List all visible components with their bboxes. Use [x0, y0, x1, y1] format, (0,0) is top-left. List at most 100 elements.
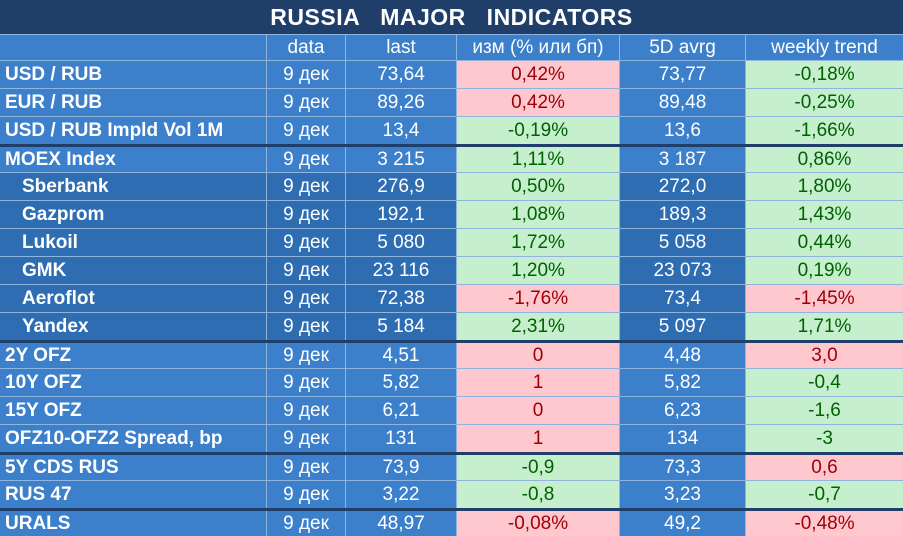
row-date: 9 дек	[267, 425, 346, 452]
row-last: 73,9	[346, 455, 457, 480]
row-weekly-trend: -0,18%	[746, 61, 903, 88]
row-change: -0,19%	[457, 117, 620, 144]
table-title: RUSSIA MAJOR INDICATORS	[0, 0, 903, 34]
table-body: USD / RUB 9 дек 73,64 0,42% 73,77 -0,18% EUR /…	[0, 60, 903, 536]
row-date: 9 дек	[267, 343, 346, 368]
row-name: USD / RUB	[0, 61, 267, 88]
table-row: MOEX Index 9 дек 3 215 1,11% 3 187 0,86%	[0, 144, 903, 172]
row-last: 89,26	[346, 89, 457, 116]
row-date: 9 дек	[267, 89, 346, 116]
table-row: 5Y CDS RUS 9 дек 73,9 -0,9 73,3 0,6	[0, 452, 903, 480]
table-row: 15Y OFZ 9 дек 6,21 0 6,23 -1,6	[0, 396, 903, 424]
row-date: 9 дек	[267, 285, 346, 312]
row-name: 2Y OFZ	[0, 343, 267, 368]
row-5d-avg: 73,4	[620, 285, 746, 312]
row-name: Gazprom	[0, 201, 267, 228]
table-row: 10Y OFZ 9 дек 5,82 1 5,82 -0,4	[0, 368, 903, 396]
row-5d-avg: 189,3	[620, 201, 746, 228]
row-last: 5 184	[346, 313, 457, 340]
row-last: 5 080	[346, 229, 457, 256]
row-date: 9 дек	[267, 369, 346, 396]
row-weekly-trend: -0,4	[746, 369, 903, 396]
row-last: 3 215	[346, 147, 457, 172]
row-5d-avg: 3,23	[620, 481, 746, 508]
row-weekly-trend: 0,6	[746, 455, 903, 480]
row-weekly-trend: -1,45%	[746, 285, 903, 312]
header-date: data	[267, 35, 346, 60]
row-date: 9 дек	[267, 229, 346, 256]
row-weekly-trend: 0,44%	[746, 229, 903, 256]
row-date: 9 дек	[267, 511, 346, 536]
header-last: last	[346, 35, 457, 60]
row-5d-avg: 73,3	[620, 455, 746, 480]
row-5d-avg: 5 058	[620, 229, 746, 256]
row-5d-avg: 5,82	[620, 369, 746, 396]
row-date: 9 дек	[267, 397, 346, 424]
row-name: GMK	[0, 257, 267, 284]
table-row: GMK 9 дек 23 116 1,20% 23 073 0,19%	[0, 256, 903, 284]
row-date: 9 дек	[267, 481, 346, 508]
row-last: 5,82	[346, 369, 457, 396]
row-change: 1,20%	[457, 257, 620, 284]
row-weekly-trend: -1,6	[746, 397, 903, 424]
row-last: 192,1	[346, 201, 457, 228]
row-change: -1,76%	[457, 285, 620, 312]
row-name: RUS 47	[0, 481, 267, 508]
row-weekly-trend: -3	[746, 425, 903, 452]
row-change: 1	[457, 425, 620, 452]
header-5d-avg: 5D avrg	[620, 35, 746, 60]
row-name: USD / RUB Impld Vol 1M	[0, 117, 267, 144]
row-change: 1,72%	[457, 229, 620, 256]
row-5d-avg: 13,6	[620, 117, 746, 144]
table-row: USD / RUB Impld Vol 1M 9 дек 13,4 -0,19% 13,…	[0, 116, 903, 144]
row-last: 73,64	[346, 61, 457, 88]
row-5d-avg: 3 187	[620, 147, 746, 172]
table-row: URALS 9 дек 48,97 -0,08% 49,2 -0,48%	[0, 508, 903, 536]
row-weekly-trend: 0,86%	[746, 147, 903, 172]
row-change: 0,42%	[457, 89, 620, 116]
row-name: OFZ10-OFZ2 Spread, bp	[0, 425, 267, 452]
header-name	[0, 35, 267, 60]
row-5d-avg: 6,23	[620, 397, 746, 424]
row-last: 6,21	[346, 397, 457, 424]
row-date: 9 дек	[267, 313, 346, 340]
row-5d-avg: 73,77	[620, 61, 746, 88]
row-last: 13,4	[346, 117, 457, 144]
column-header-row: data last изм (% или бп) 5D avrg weekly …	[0, 34, 903, 60]
table-row: Aeroflot 9 дек 72,38 -1,76% 73,4 -1,45%	[0, 284, 903, 312]
row-last: 4,51	[346, 343, 457, 368]
row-change: -0,9	[457, 455, 620, 480]
row-weekly-trend: 1,80%	[746, 173, 903, 200]
table-row: Gazprom 9 дек 192,1 1,08% 189,3 1,43%	[0, 200, 903, 228]
row-date: 9 дек	[267, 257, 346, 284]
row-weekly-trend: 1,43%	[746, 201, 903, 228]
row-date: 9 дек	[267, 61, 346, 88]
row-name: 15Y OFZ	[0, 397, 267, 424]
row-change: 0,42%	[457, 61, 620, 88]
row-5d-avg: 49,2	[620, 511, 746, 536]
row-change: 1	[457, 369, 620, 396]
row-date: 9 дек	[267, 173, 346, 200]
row-last: 48,97	[346, 511, 457, 536]
row-change: 1,11%	[457, 147, 620, 172]
row-change: 0	[457, 343, 620, 368]
table-row: Sberbank 9 дек 276,9 0,50% 272,0 1,80%	[0, 172, 903, 200]
row-5d-avg: 272,0	[620, 173, 746, 200]
row-5d-avg: 4,48	[620, 343, 746, 368]
table-row: USD / RUB 9 дек 73,64 0,42% 73,77 -0,18%	[0, 60, 903, 88]
row-last: 3,22	[346, 481, 457, 508]
row-name: EUR / RUB	[0, 89, 267, 116]
row-name: 10Y OFZ	[0, 369, 267, 396]
row-5d-avg: 134	[620, 425, 746, 452]
table-row: Lukoil 9 дек 5 080 1,72% 5 058 0,44%	[0, 228, 903, 256]
row-last: 276,9	[346, 173, 457, 200]
table-row: Yandex 9 дек 5 184 2,31% 5 097 1,71%	[0, 312, 903, 340]
row-name: Yandex	[0, 313, 267, 340]
row-change: 2,31%	[457, 313, 620, 340]
row-5d-avg: 89,48	[620, 89, 746, 116]
row-last: 72,38	[346, 285, 457, 312]
row-change: 1,08%	[457, 201, 620, 228]
row-change: -0,08%	[457, 511, 620, 536]
table-row: EUR / RUB 9 дек 89,26 0,42% 89,48 -0,25%	[0, 88, 903, 116]
